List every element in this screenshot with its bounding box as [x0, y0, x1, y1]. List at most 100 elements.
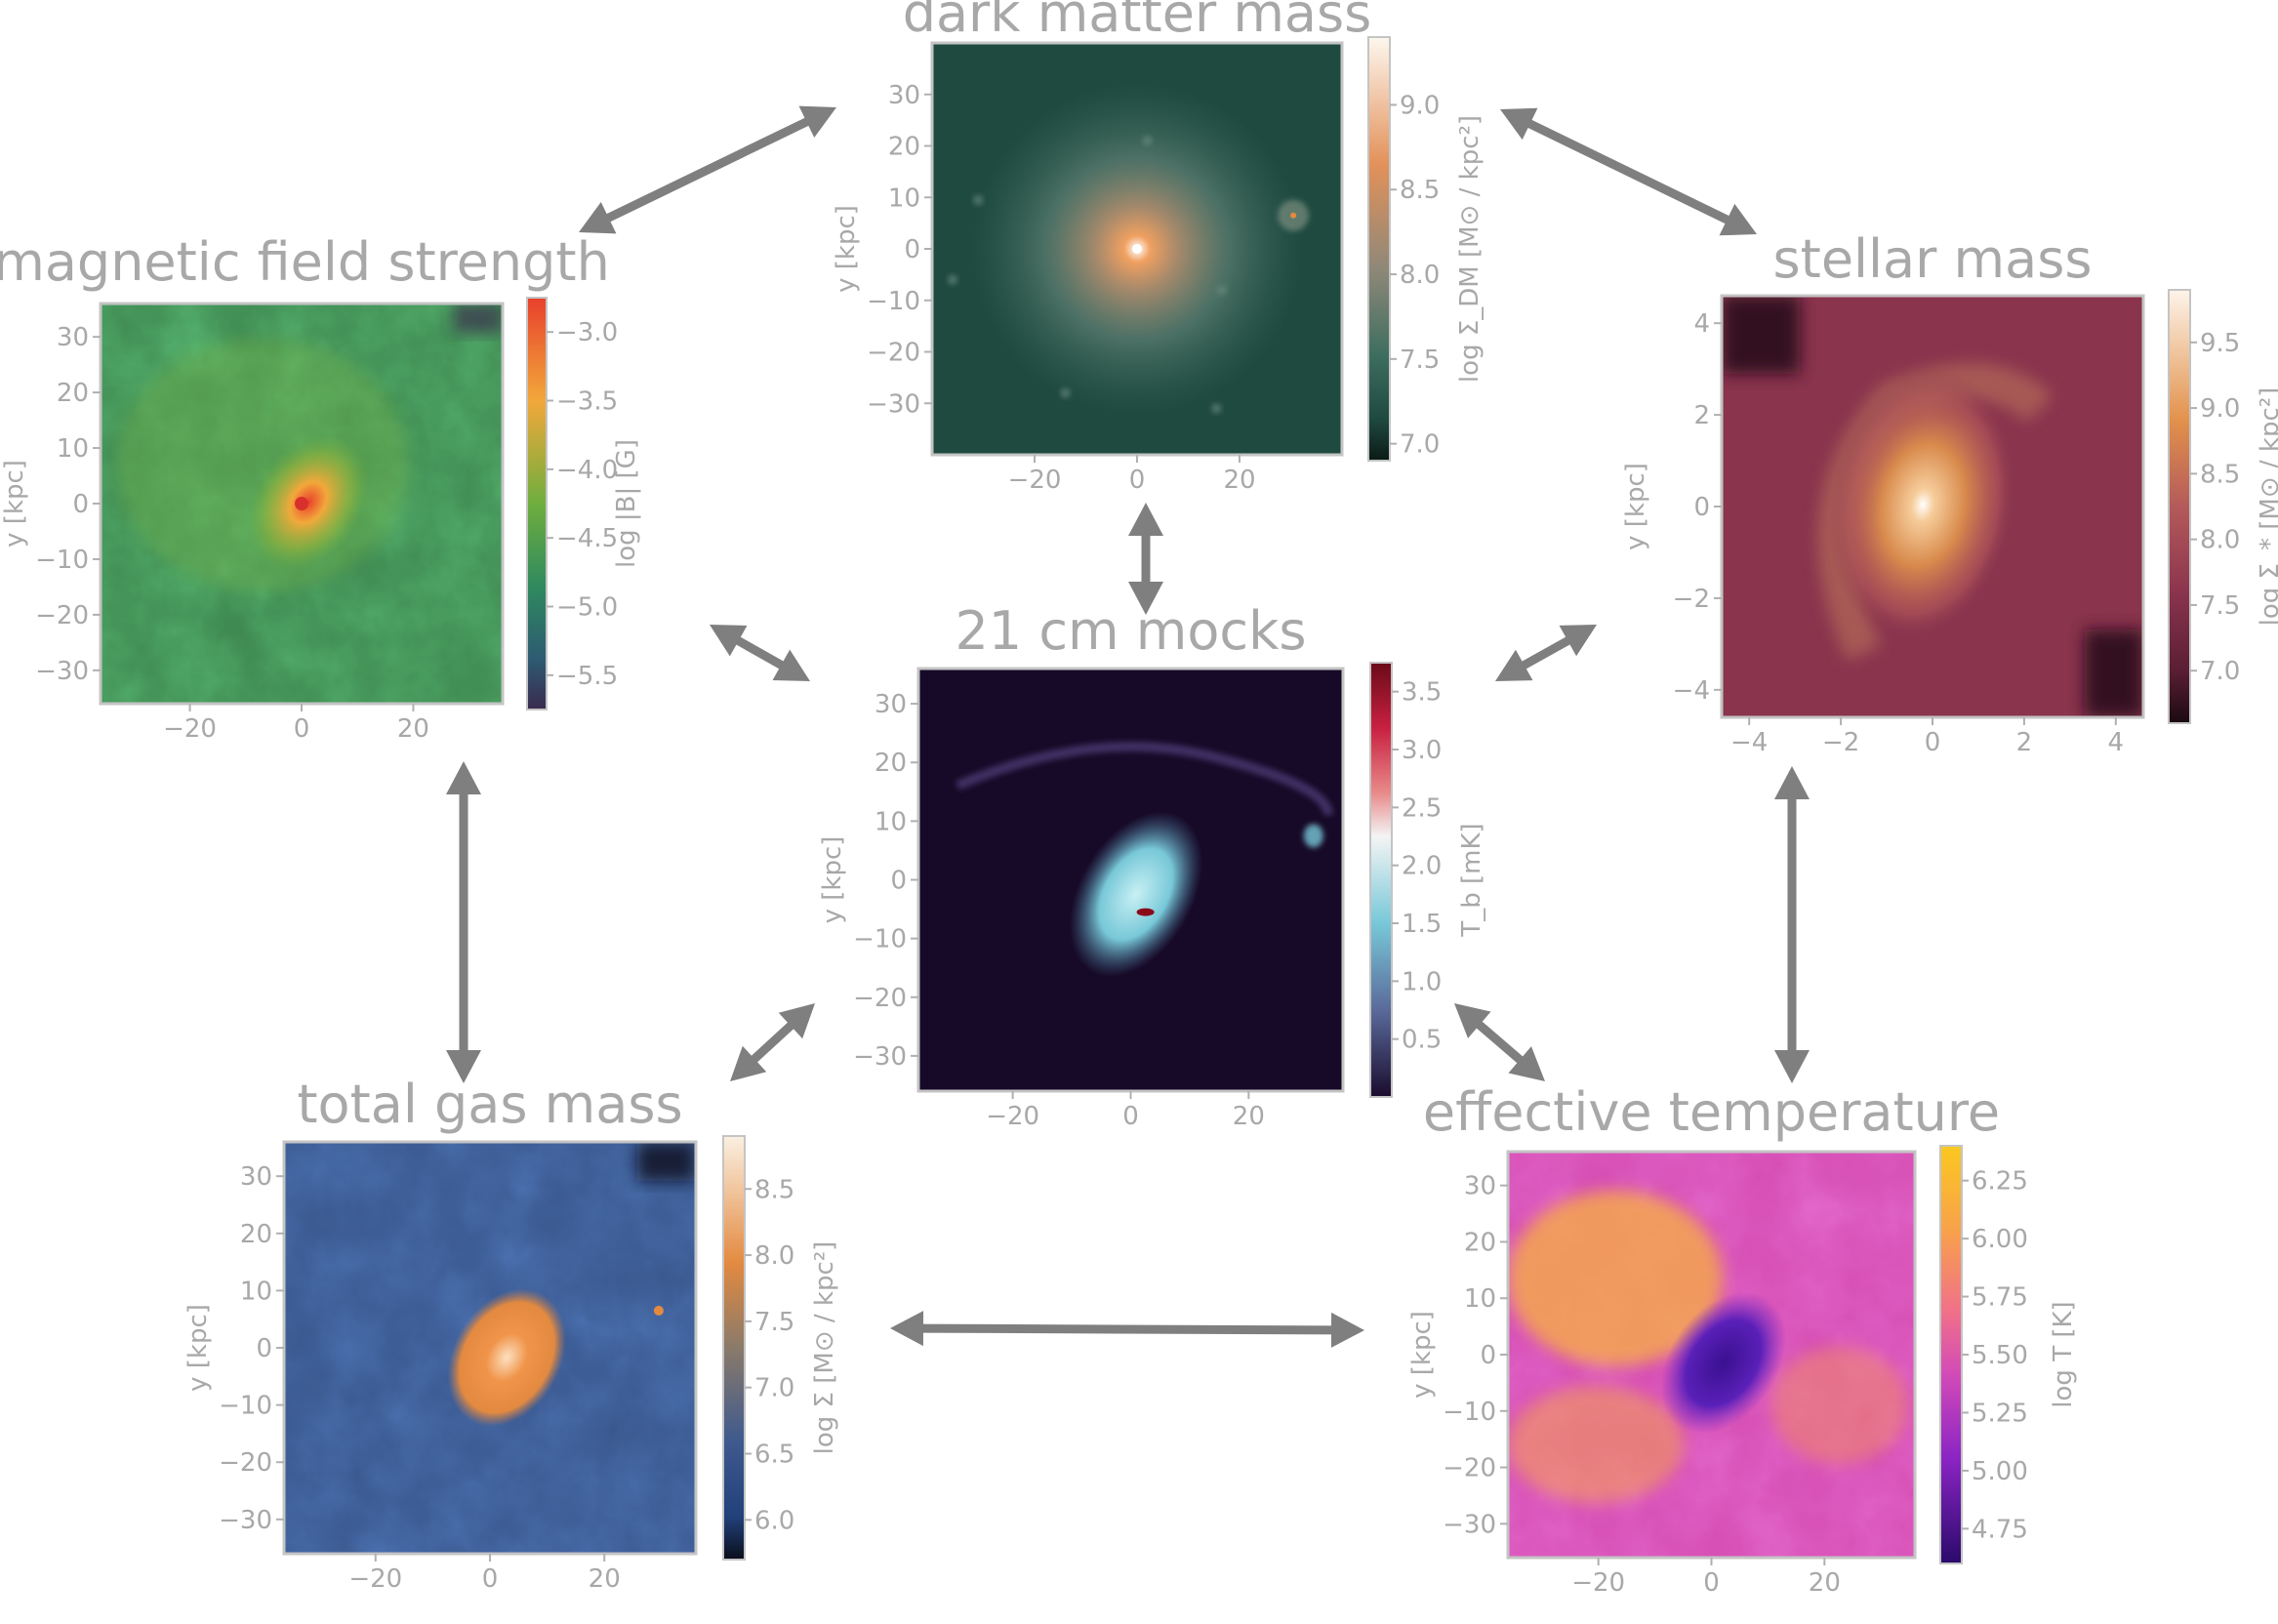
y-tick-label: 20 — [1464, 1228, 1496, 1257]
x-tick-label: −20 — [348, 1564, 402, 1594]
panel-stellar: stellar mass −4 −2 0 2 4 4 2 0 −2 −4 y [kpc] 9.5 9.0 8… — [1621, 228, 2278, 757]
colorbar-tick-label: 7.0 — [1400, 430, 1440, 460]
colorbar-tick-label: 6.00 — [1972, 1225, 2028, 1254]
y-tick-label: −20 — [219, 1448, 272, 1478]
y-tick-label: −20 — [853, 984, 907, 1013]
stellar-colorbar-label: log Σ_* [M⊙ / kpc²] — [2256, 387, 2278, 627]
colorbar-tick-label: −3.5 — [556, 387, 618, 417]
arrow-head — [730, 1045, 767, 1081]
panel-dm: dark matter mass −20 0 20 30 20 10 0 −10 −20 −30 y … — [832, 0, 1485, 495]
bfield-colorbar-frame — [526, 297, 548, 710]
arrow-head — [710, 625, 748, 657]
colorbar-tick-label: 2.0 — [1402, 852, 1442, 881]
panel-gas: total gas mass −20 0 20 30 20 10 0 −10 −20 −30 y [k… — [183, 1074, 839, 1594]
y-tick-label: 10 — [875, 807, 907, 836]
panel-21cm: 21 cm mocks −20 0 20 30 20 10 0 −10 −20 −30 y [kpc]… — [818, 600, 1486, 1131]
x-tick-label: 0 — [1925, 728, 1941, 757]
colorbar-tick-label: 5.00 — [1972, 1457, 2028, 1486]
x-tick-label: −4 — [1730, 728, 1768, 757]
stellar-colorbar-frame — [2168, 289, 2191, 724]
dm-y-axis-label: y [kpc] — [832, 205, 861, 293]
y-tick-label: −20 — [1443, 1454, 1496, 1483]
temp-map-image — [1508, 1152, 1915, 1558]
colorbar-tick-label: 9.0 — [2200, 394, 2240, 424]
gas-colorbar-label: log Σ [M⊙ / kpc²] — [810, 1241, 839, 1455]
bfield-title: magnetic field strength — [0, 231, 610, 293]
y-tick-label: −20 — [867, 339, 920, 368]
arrow-head — [1508, 1046, 1545, 1081]
gas-y-axis-label: y [kpc] — [183, 1304, 213, 1392]
y-tick-label: 0 — [904, 235, 920, 264]
x-tick-label: 20 — [1809, 1568, 1841, 1598]
x-tick-label: 0 — [1703, 1568, 1720, 1598]
colorbar-tick-label: 5.25 — [1972, 1399, 2028, 1428]
bfield-colorbar — [527, 298, 547, 710]
21cm-title: 21 cm mocks — [955, 600, 1306, 662]
double-arrow — [1774, 766, 1810, 1083]
colorbar-tick-label: 8.0 — [2200, 526, 2240, 555]
21cm-y-axis-label: y [kpc] — [818, 836, 847, 924]
colorbar-tick-label: 8.0 — [1400, 261, 1440, 290]
colorbar-tick-label: −3.0 — [556, 318, 618, 347]
y-tick-label: 30 — [888, 81, 920, 110]
dm-colorbar-label: log Σ_DM [M⊙ / kpc²] — [1455, 115, 1485, 383]
colorbar-tick-label: 7.0 — [2200, 657, 2240, 686]
colorbar-tick-label: 7.5 — [2200, 591, 2240, 621]
colorbar-tick-label: 6.0 — [754, 1506, 794, 1535]
arrow-head — [890, 1311, 924, 1347]
arrow-head — [1774, 766, 1810, 799]
arrow-head — [772, 649, 810, 681]
double-arrow — [890, 1311, 1364, 1348]
arrow-head — [446, 761, 481, 794]
arrow-head — [1330, 1312, 1364, 1348]
colorbar-tick-label: −4.0 — [556, 456, 618, 485]
colorbar-tick-label: 0.5 — [1402, 1026, 1442, 1055]
x-tick-label: 2 — [2016, 728, 2033, 757]
colorbar-tick-label: 6.25 — [1972, 1167, 2028, 1197]
y-tick-label: −10 — [867, 287, 920, 316]
y-tick-label: 0 — [72, 490, 89, 519]
temp-title: effective temperature — [1423, 1081, 2000, 1143]
arrow-head — [778, 1003, 815, 1039]
y-tick-label: 20 — [57, 379, 89, 408]
gas-map-image — [284, 1142, 696, 1554]
colorbar-tick-label: 6.5 — [754, 1441, 794, 1470]
double-arrow — [1454, 1003, 1545, 1081]
double-arrow — [1500, 107, 1757, 236]
double-arrow — [1128, 503, 1163, 615]
arrow-head — [1128, 503, 1163, 536]
stellar-map-image — [1722, 296, 2143, 717]
colorbar-tick-label: 5.50 — [1972, 1341, 2028, 1370]
y-tick-label: 10 — [1464, 1284, 1496, 1314]
arrow-head — [1454, 1003, 1491, 1038]
gas-title: total gas mass — [297, 1074, 682, 1135]
dm-map-image — [932, 43, 1342, 455]
y-tick-label: −30 — [1443, 1510, 1496, 1539]
colorbar-tick-label: 2.5 — [1402, 793, 1442, 823]
x-tick-label: 20 — [397, 714, 429, 744]
colorbar-tick-label: 5.75 — [1972, 1283, 2028, 1313]
stellar-y-axis-label: y [kpc] — [1621, 463, 1650, 550]
colorbar-tick-label: 1.5 — [1402, 910, 1442, 939]
panel-bfield: magnetic field strength −20 0 20 30 20 10 0 −10 −… — [0, 231, 641, 744]
bfield-map-image — [101, 304, 503, 704]
y-tick-label: 20 — [240, 1220, 272, 1249]
x-tick-label: −20 — [1008, 466, 1062, 495]
y-tick-label: 30 — [240, 1162, 272, 1192]
dm-colorbar — [1368, 37, 1390, 461]
double-arrow — [730, 1003, 815, 1081]
gas-colorbar-frame — [722, 1135, 746, 1561]
colorbar-tick-label: 8.0 — [754, 1241, 794, 1271]
bfield-colorbar-label: log |B| [G] — [612, 439, 641, 568]
arrow-head — [1495, 649, 1533, 681]
y-tick-label: 30 — [1464, 1172, 1496, 1201]
y-tick-label: 20 — [888, 133, 920, 162]
colorbar-tick-label: −5.0 — [556, 593, 618, 623]
colorbar-tick-label: 4.75 — [1972, 1515, 2028, 1544]
gas-colorbar — [723, 1136, 745, 1560]
stellar-title: stellar mass — [1773, 228, 2093, 290]
y-tick-label: −30 — [219, 1506, 272, 1535]
21cm-colorbar-label: T_b [mK] — [1457, 823, 1486, 937]
colorbar-tick-label: 9.0 — [1400, 91, 1440, 120]
stellar-colorbar — [2169, 290, 2190, 723]
